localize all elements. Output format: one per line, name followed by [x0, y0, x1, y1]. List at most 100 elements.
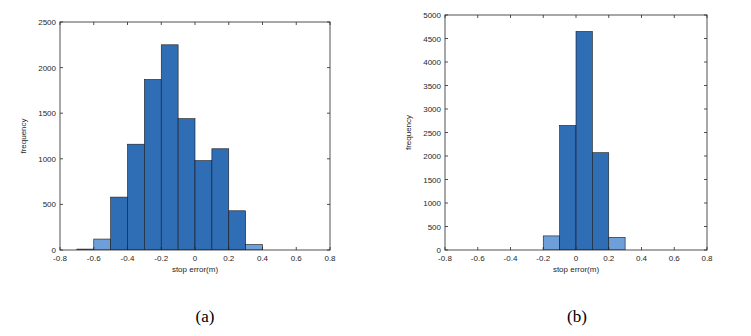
y-tick: [60, 204, 63, 205]
x-tick-label: 0.2: [603, 254, 615, 263]
y-tick: [445, 156, 448, 157]
y-tick: [445, 85, 448, 86]
y-tick: [704, 179, 707, 180]
y-tick-label: 500: [43, 200, 57, 209]
y-tick: [60, 67, 63, 68]
y-tick: [445, 203, 448, 204]
y-tick-label: 3500: [423, 82, 441, 91]
x-tick: [510, 247, 511, 250]
x-tick: [477, 15, 478, 18]
x-tick: [543, 247, 544, 250]
y-tick-label: 5000: [423, 11, 441, 20]
x-tick: [195, 22, 196, 25]
y-tick: [445, 109, 448, 110]
y-tick-label: 2500: [38, 18, 56, 27]
x-tick-label: -0.2: [154, 254, 168, 263]
x-tick-label: 0.8: [324, 254, 336, 263]
y-tick: [327, 250, 330, 251]
x-tick-label: -0.6: [87, 254, 101, 263]
x-tick: [330, 22, 331, 25]
histogram-bar: [592, 153, 608, 250]
y-tick: [327, 22, 330, 23]
x-tick: [576, 247, 577, 250]
histogram-bar: [94, 239, 111, 250]
y-tick: [704, 226, 707, 227]
y-tick: [327, 158, 330, 159]
caption: (b): [567, 307, 587, 326]
x-tick: [674, 247, 675, 250]
y-tick: [704, 250, 707, 251]
y-tick-label: 1000: [423, 199, 441, 208]
x-tick: [93, 22, 94, 25]
x-tick: [228, 247, 229, 250]
y-tick: [60, 250, 63, 251]
histogram-bar: [128, 144, 145, 250]
x-tick: [60, 247, 61, 250]
x-tick: [127, 247, 128, 250]
x-tick-label: 0: [574, 254, 579, 263]
histogram-bar: [543, 236, 559, 250]
y-tick-label: 0: [52, 246, 57, 255]
y-tick: [60, 22, 63, 23]
histogram-bar: [246, 245, 263, 250]
x-tick: [228, 22, 229, 25]
y-axis-label: frequency: [404, 115, 413, 150]
y-tick-label: 3000: [423, 105, 441, 114]
x-tick: [576, 15, 577, 18]
y-tick-label: 500: [428, 223, 442, 232]
x-tick: [641, 247, 642, 250]
x-tick: [330, 247, 331, 250]
y-tick: [327, 113, 330, 114]
y-tick-label: 2000: [423, 152, 441, 161]
histogram-bar: [212, 149, 229, 250]
x-tick-label: -0.4: [504, 254, 518, 263]
x-tick: [477, 247, 478, 250]
y-tick: [704, 62, 707, 63]
x-tick-label: 0: [193, 254, 198, 263]
x-tick-label: -0.8: [53, 254, 67, 263]
x-tick-label: -0.6: [471, 254, 485, 263]
histogram-bar: [161, 45, 178, 250]
x-tick: [707, 247, 708, 250]
histogram-bar: [560, 125, 576, 250]
y-tick: [445, 226, 448, 227]
y-tick-label: 4500: [423, 35, 441, 44]
caption: (a): [196, 307, 215, 326]
x-tick: [93, 247, 94, 250]
y-tick-label: 1500: [38, 109, 56, 118]
y-tick: [704, 156, 707, 157]
plot-frame: [445, 15, 707, 250]
x-tick: [127, 22, 128, 25]
histogram-panel: -0.8-0.6-0.4-0.200.20.40.60.805001000150…: [19, 18, 336, 326]
histogram-bar: [576, 31, 592, 250]
y-tick-label: 4000: [423, 58, 441, 67]
histogram-bar: [144, 79, 161, 250]
y-tick: [60, 158, 63, 159]
x-tick-label: -0.8: [438, 254, 452, 263]
x-tick: [262, 22, 263, 25]
histogram-bar: [609, 237, 625, 250]
x-tick: [161, 247, 162, 250]
histogram-bar: [229, 211, 246, 250]
y-tick-label: 0: [437, 246, 442, 255]
y-axis-label: frequency: [19, 118, 28, 153]
x-tick-label: 0.2: [223, 254, 235, 263]
x-tick: [262, 247, 263, 250]
x-tick: [445, 15, 446, 18]
histogram-bar: [111, 197, 128, 250]
x-tick-label: 0.8: [701, 254, 713, 263]
x-tick: [641, 15, 642, 18]
x-tick-label: -0.2: [536, 254, 550, 263]
y-tick-label: 2500: [423, 129, 441, 138]
histogram-bar: [178, 119, 195, 250]
x-tick: [608, 15, 609, 18]
x-tick-label: -0.4: [121, 254, 135, 263]
y-tick: [445, 15, 448, 16]
y-tick: [704, 15, 707, 16]
x-tick: [608, 247, 609, 250]
y-tick: [704, 109, 707, 110]
x-tick-label: 0.6: [669, 254, 681, 263]
y-tick-label: 2000: [38, 64, 56, 73]
x-tick: [60, 22, 61, 25]
x-tick: [510, 15, 511, 18]
